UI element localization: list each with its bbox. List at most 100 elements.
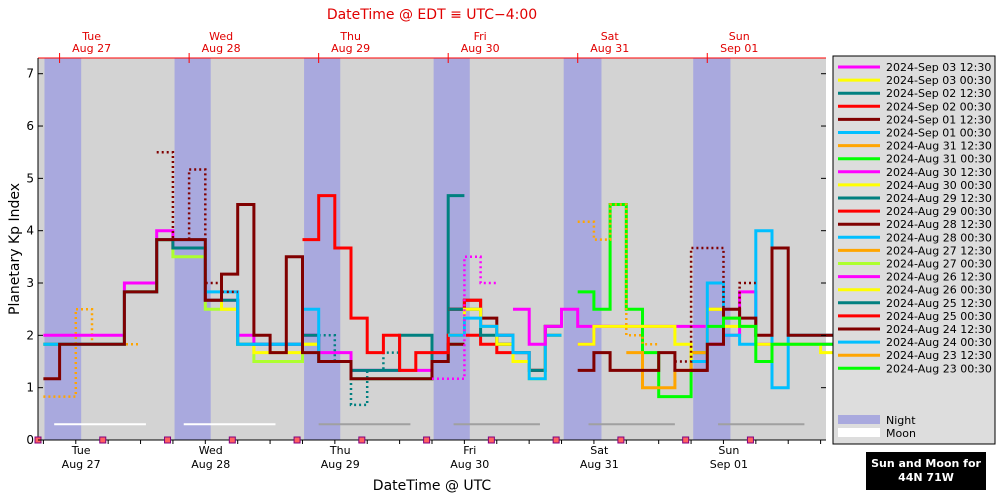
sun-event-marker [358,436,366,444]
y-tick-label: 0 [26,433,34,447]
sun-event-marker [99,436,107,444]
kp-series-line [577,203,659,346]
bottom-tick-day: Tue [71,444,91,457]
top-tick-day: Wed [209,30,233,43]
bottom-tick-date: Sep 01 [710,458,748,471]
top-tick-day: Tue [81,30,101,43]
legend-label: 2024-Aug 25 12:30 [886,297,992,310]
legend-swatch [838,428,880,437]
kp-series-line [577,351,708,372]
legend-swatch [838,415,880,424]
sun-event-marker [228,436,236,444]
sun-event-marker [164,436,172,444]
legend-label: Moon [886,427,916,440]
top-tick-date: Aug 30 [461,42,500,55]
bottom-tick-date: Aug 30 [450,458,489,471]
legend-label: 2024-Aug 29 00:30 [886,205,992,218]
legend-label: 2024-Sep 01 00:30 [886,127,991,140]
top-tick-date: Sep 01 [720,42,758,55]
bottom-tick-day: Sat [590,444,609,457]
kp-series-line [577,203,708,399]
sun-event-marker [682,436,690,444]
kp-series-line [156,150,238,294]
top-tick-day: Fri [474,30,487,43]
y-tick-label: 2 [26,328,34,342]
top-tick-date: Aug 29 [331,42,370,55]
y-tick-label: 3 [26,276,34,290]
bottom-tick-day: Fri [463,444,476,457]
legend-label: 2024-Aug 29 12:30 [886,192,992,205]
kp-series-line [302,194,530,372]
legend-label: 2024-Aug 28 12:30 [886,218,992,231]
legend-label: 2024-Aug 31 00:30 [886,153,992,166]
night-band [563,58,602,440]
sun-event-marker [487,436,495,444]
location-line-2: 44N 71W [898,471,954,484]
sun-event-marker [746,436,754,444]
sun-event-marker [552,436,560,444]
y-tick-label: 4 [26,224,34,238]
legend-label: 2024-Sep 03 00:30 [886,74,991,87]
kp-series-line [448,316,562,381]
kp-series-line [43,203,465,381]
y-tick-label: 1 [26,381,34,395]
legend-label: Night [886,414,916,427]
legend-label: 2024-Sep 02 12:30 [886,87,991,100]
top-tick-date: Aug 27 [72,42,111,55]
chart-title-edt: DateTime @ EDT ≡ UTC−4:00 [327,7,537,23]
kp-series-line [707,316,837,363]
legend-label: 2024-Aug 26 12:30 [886,271,992,284]
y-tick-label: 7 [26,67,34,81]
bottom-tick-date: Aug 27 [62,458,101,471]
legend-label: 2024-Aug 23 12:30 [886,349,992,362]
night-bands [44,58,731,440]
legend-label: 2024-Aug 24 00:30 [886,336,992,349]
legend-label: 2024-Aug 25 00:30 [886,310,992,323]
legend-label: 2024-Aug 30 12:30 [886,166,992,179]
legend-label: 2024-Aug 27 12:30 [886,244,992,257]
legend-label: 2024-Sep 02 00:30 [886,100,991,113]
bottom-tick-day: Sun [718,444,739,457]
bottom-tick-date: Aug 31 [580,458,619,471]
top-tick-day: Sat [601,30,620,43]
top-tick-date: Aug 31 [590,42,629,55]
kp-series-line [674,246,756,363]
kp-series-line [432,255,497,381]
bottom-tick-date: Aug 28 [191,458,230,471]
sun-event-marker [293,436,301,444]
bottom-tick-date: Aug 29 [321,458,360,471]
legend-label: 2024-Sep 03 12:30 [886,61,991,74]
legend-label: 2024-Aug 30 00:30 [886,179,992,192]
kp-series-line [43,307,141,398]
sun-event-marker [423,436,431,444]
bottom-tick-day: Thu [329,444,351,457]
legend-label: 2024-Aug 27 00:30 [886,258,992,271]
sun-event-marker [617,436,625,444]
legend-label: 2024-Aug 31 12:30 [886,140,992,153]
y-tick-label: 5 [26,171,34,185]
kp-series-line [513,307,611,346]
y-axis-label: Planetary Kp Index [7,183,23,315]
x-axis-label: DateTime @ UTC [373,478,492,494]
top-tick-day: Thu [339,30,361,43]
legend-label: 2024-Aug 24 12:30 [886,323,992,336]
night-band [433,58,470,440]
y-axis-ticks: 0 1 2 3 4 5 6 7 [26,67,826,447]
legend-label: 2024-Aug 23 00:30 [886,362,992,375]
top-tick-day: Sun [729,30,750,43]
legend-label: 2024-Aug 28 00:30 [886,231,992,244]
kp-series-line [318,334,400,407]
location-box: Sun and Moon for 44N 71W [866,452,986,490]
legend-label: 2024-Aug 26 00:30 [886,284,992,297]
y-tick-label: 6 [26,119,34,133]
forecast-series [43,150,837,407]
night-band [44,58,82,440]
legend-label: 2024-Sep 01 12:30 [886,113,991,126]
top-tick-date: Aug 28 [202,42,241,55]
bottom-tick-day: Wed [199,444,223,457]
location-line-1: Sun and Moon for [871,457,981,470]
